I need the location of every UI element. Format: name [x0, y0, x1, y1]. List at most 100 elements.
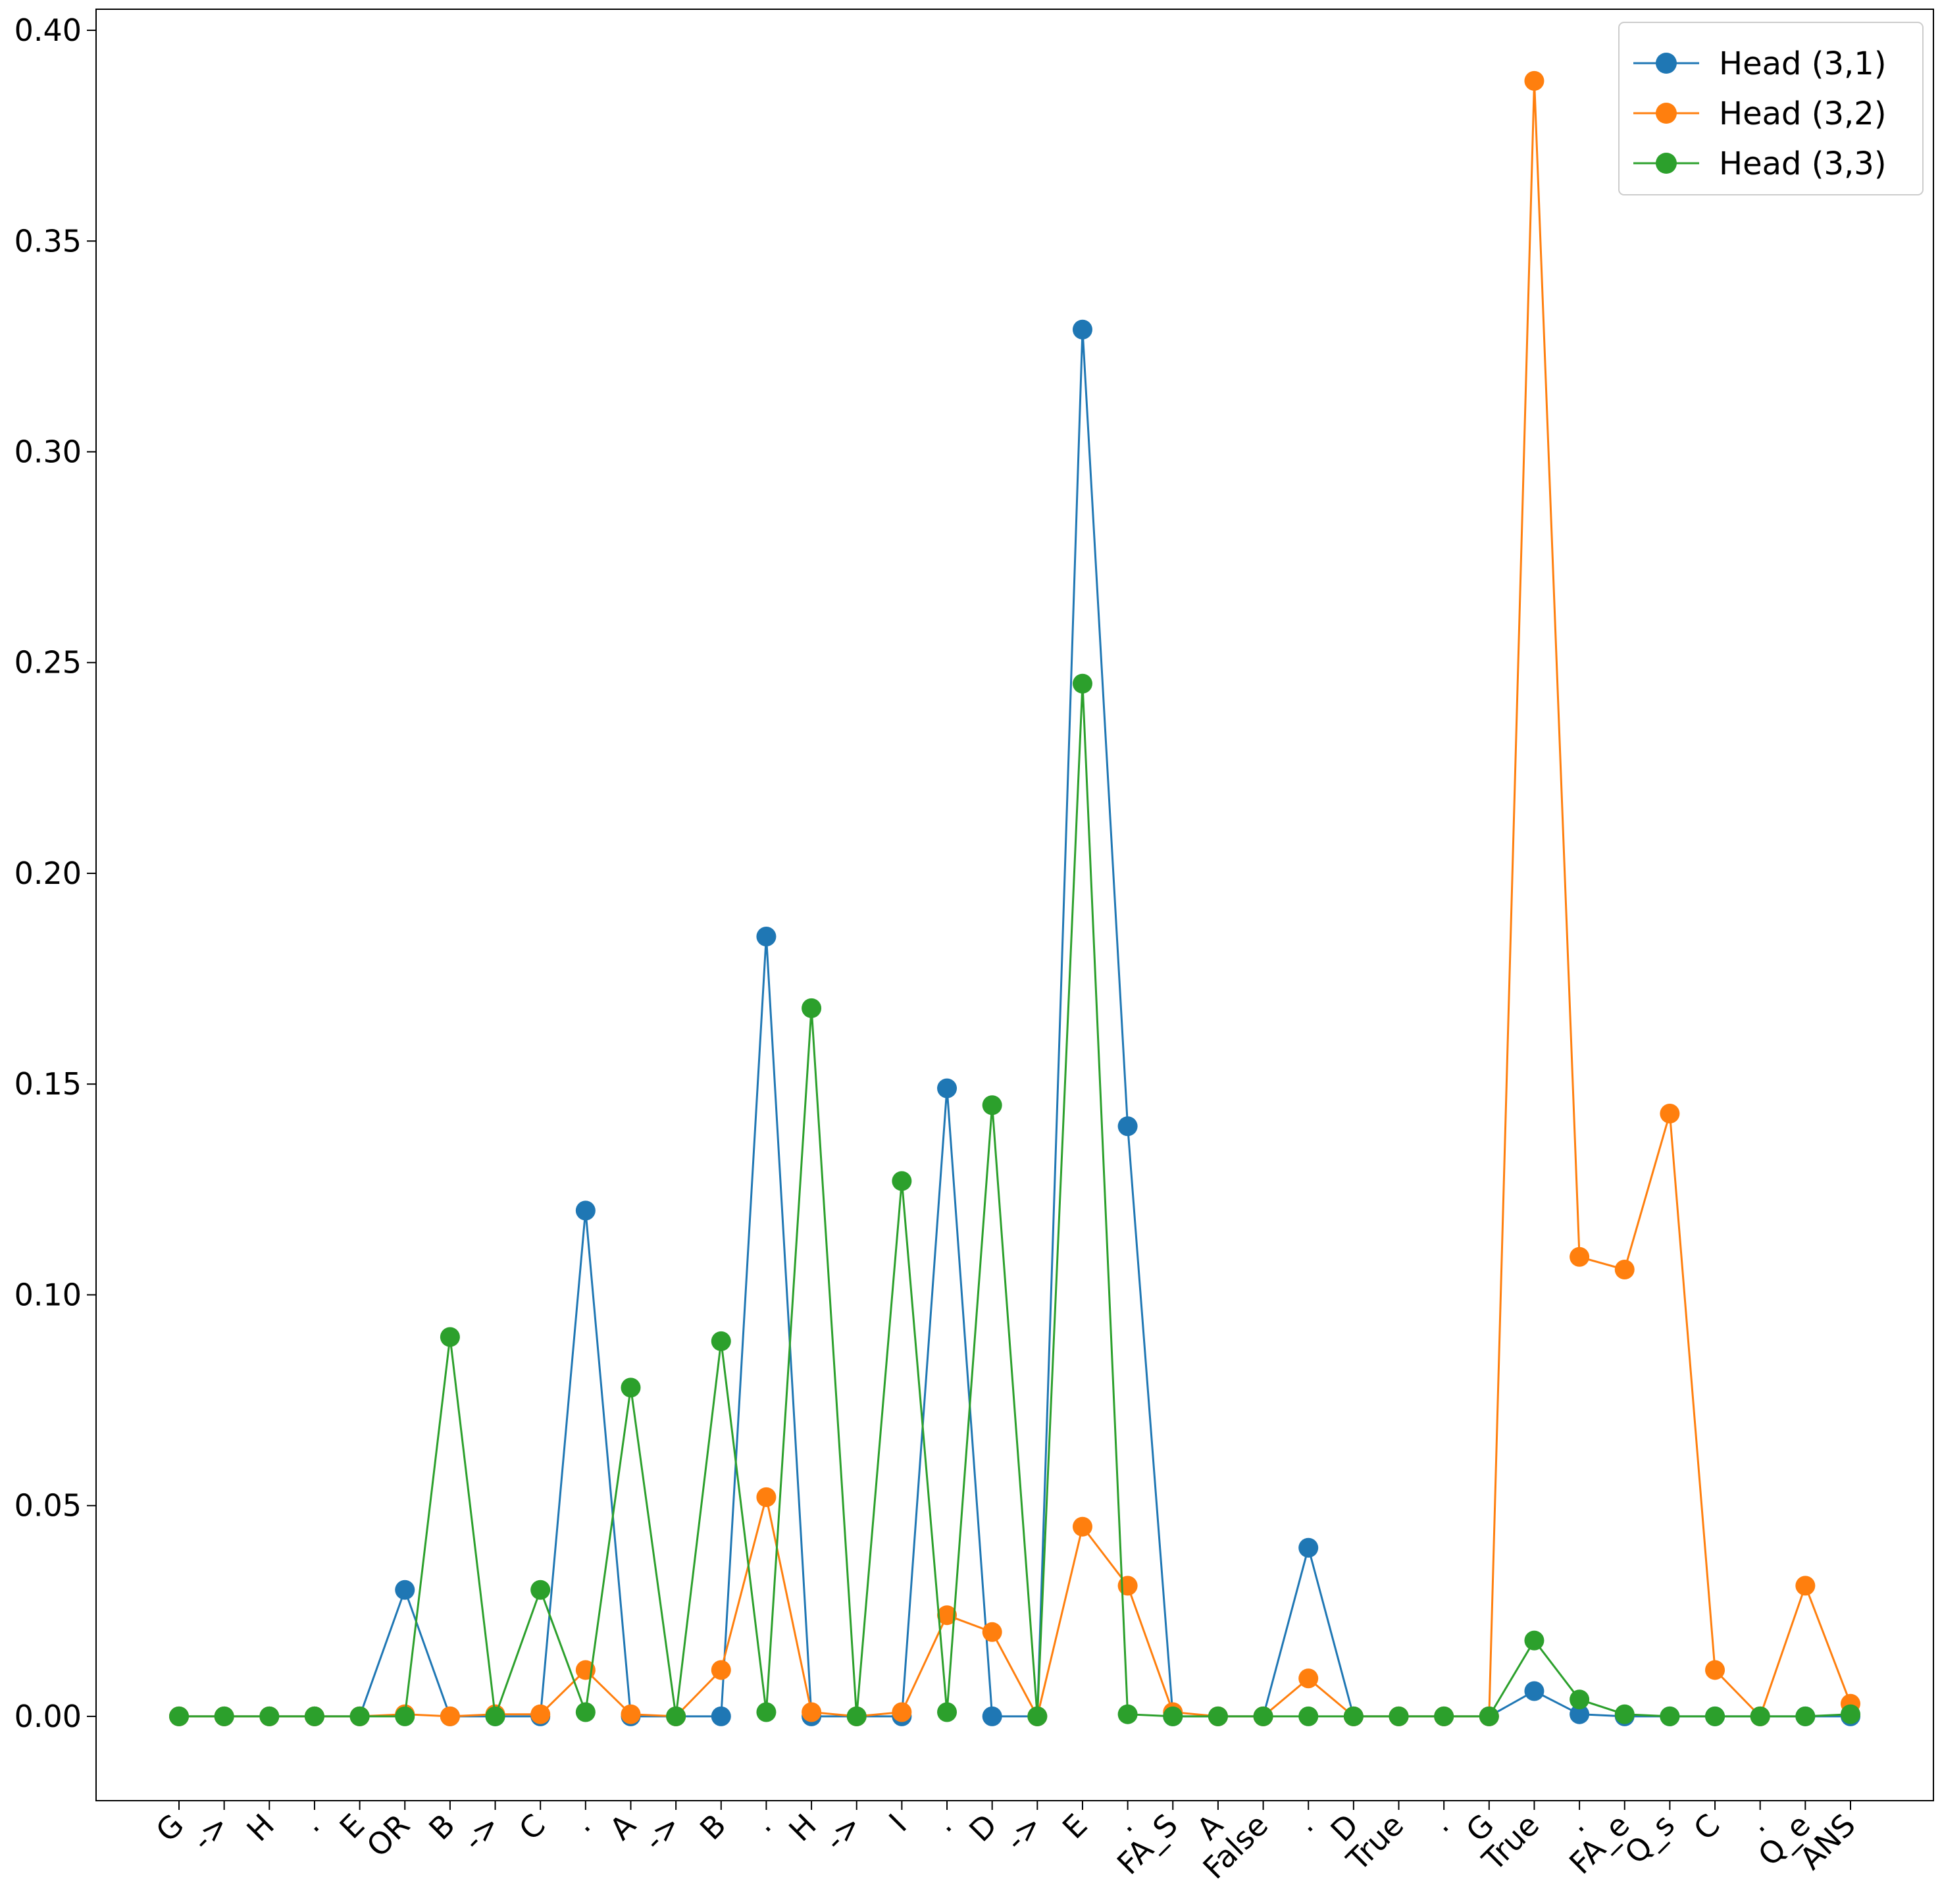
- data-point: [982, 1622, 1002, 1642]
- data-point: [530, 1580, 551, 1600]
- data-point: [1705, 1660, 1725, 1680]
- data-point: [1072, 319, 1092, 340]
- data-point: [1660, 1706, 1680, 1726]
- data-point: [1434, 1706, 1454, 1726]
- x-tick-label: ->: [185, 1807, 236, 1858]
- legend-label-1: Head (3,1): [1719, 45, 1887, 82]
- x-tick-label: ->: [637, 1807, 688, 1858]
- series-line: [179, 683, 1851, 1718]
- data-point: [846, 1706, 867, 1726]
- y-tick-label: 0.25: [14, 645, 82, 681]
- x-tick-label: A: [603, 1807, 643, 1847]
- data-point: [1208, 1706, 1228, 1726]
- data-point: [575, 1702, 596, 1722]
- x-tick-label: B: [422, 1807, 462, 1847]
- data-point: [937, 1605, 957, 1626]
- series-layer: [169, 70, 1860, 1726]
- legend-label-3: Head (3,3): [1719, 145, 1887, 182]
- legend-marker-2: [1656, 103, 1677, 124]
- data-point: [395, 1706, 415, 1726]
- x-tick-label: D: [962, 1807, 1004, 1849]
- data-point: [937, 1078, 957, 1098]
- data-point: [214, 1706, 234, 1726]
- data-point: [711, 1706, 731, 1726]
- x-tick-label: ANS: [1793, 1807, 1862, 1876]
- series-2: [169, 70, 1860, 1726]
- x-tick-label: ->: [817, 1807, 868, 1858]
- data-point: [485, 1706, 505, 1726]
- data-point: [259, 1706, 280, 1726]
- data-point: [1163, 1706, 1183, 1726]
- data-point: [440, 1327, 460, 1347]
- legend-marker-1: [1656, 53, 1677, 74]
- data-point: [621, 1377, 641, 1398]
- y-tick-label: 0.05: [14, 1488, 82, 1524]
- x-tick-label: ->: [456, 1807, 507, 1858]
- y-tick-label: 0.15: [14, 1066, 82, 1102]
- x-tick-label: .: [294, 1807, 326, 1840]
- data-point: [982, 1706, 1002, 1726]
- data-point: [440, 1706, 460, 1726]
- data-point: [1750, 1706, 1770, 1726]
- y-tick-label: 0.10: [14, 1277, 82, 1312]
- x-tick-label: .: [1288, 1807, 1320, 1840]
- data-point: [1389, 1706, 1409, 1726]
- x-tick-label: H: [240, 1807, 281, 1849]
- data-point: [1614, 1260, 1635, 1280]
- data-point: [575, 1200, 596, 1221]
- data-point: [1614, 1704, 1635, 1724]
- data-point: [892, 1171, 912, 1191]
- data-point: [1253, 1706, 1273, 1726]
- data-point: [1072, 673, 1092, 694]
- data-point: [756, 1487, 777, 1507]
- data-point: [621, 1704, 641, 1724]
- x-tick-label: .: [927, 1807, 959, 1840]
- x-tick-label: OR: [360, 1807, 417, 1864]
- data-point: [1298, 1706, 1319, 1726]
- data-point: [756, 1702, 777, 1722]
- data-point: [304, 1706, 324, 1726]
- data-point: [982, 1095, 1002, 1116]
- data-point: [395, 1580, 415, 1600]
- data-point: [1027, 1706, 1048, 1726]
- legend-marker-3: [1656, 153, 1677, 174]
- data-point: [1117, 1116, 1138, 1137]
- data-point: [1343, 1706, 1364, 1726]
- data-point: [1072, 1516, 1092, 1537]
- data-point: [349, 1706, 370, 1726]
- data-point: [666, 1706, 686, 1726]
- data-point: [937, 1702, 957, 1722]
- data-point: [1298, 1668, 1319, 1689]
- data-point: [802, 998, 822, 1018]
- x-tick-label: C: [1687, 1807, 1727, 1847]
- y-tick-label: 0.00: [14, 1699, 82, 1734]
- legend-box: [1618, 22, 1924, 195]
- data-point: [1570, 1704, 1590, 1724]
- data-point: [1795, 1576, 1816, 1596]
- x-tick-label: Q_s: [1618, 1807, 1681, 1871]
- series-line: [179, 80, 1852, 1720]
- y-tick-label: 0.30: [14, 434, 82, 469]
- x-tick-label: E: [1056, 1807, 1094, 1846]
- y-tick-label: 0.35: [14, 223, 82, 259]
- x-tick-label: B: [693, 1807, 733, 1847]
- data-point: [1298, 1537, 1319, 1558]
- y-tick-label: 0.20: [14, 856, 82, 891]
- data-point: [1524, 1681, 1544, 1701]
- data-point: [1117, 1704, 1138, 1724]
- data-point: [802, 1702, 822, 1722]
- x-tick-label: .: [565, 1807, 598, 1840]
- data-point: [1660, 1104, 1680, 1124]
- data-point: [1705, 1706, 1725, 1726]
- data-point: [756, 927, 777, 947]
- legend-label-2: Head (3,2): [1719, 95, 1887, 132]
- data-point: [1795, 1706, 1816, 1726]
- legend: Head (3,1) Head (3,2) Head (3,3): [1618, 22, 1924, 195]
- y-axis: 0.00 0.05 0.10 0.15 0.20 0.25 0.30 0.35 0.40: [14, 13, 96, 1734]
- x-tick-label: G: [149, 1807, 190, 1849]
- data-point: [711, 1660, 731, 1680]
- plot-frame: [95, 9, 1934, 1801]
